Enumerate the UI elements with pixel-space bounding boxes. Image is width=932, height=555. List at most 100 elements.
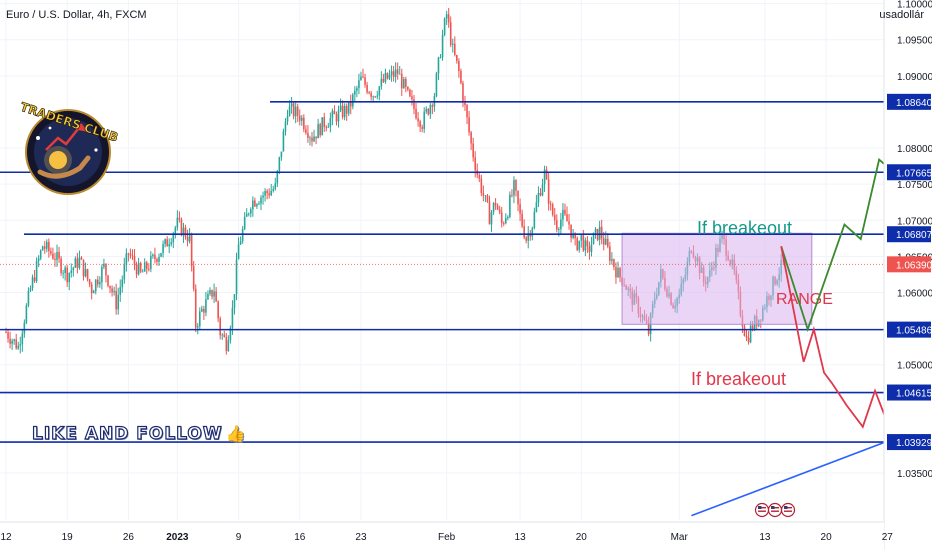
candle-body	[498, 209, 501, 213]
candle-body	[19, 344, 22, 346]
candle-body	[509, 194, 511, 217]
candle-body	[464, 102, 466, 106]
candle-body	[478, 174, 481, 179]
candle-body	[113, 290, 115, 293]
candle-body	[539, 192, 542, 196]
candle-body	[172, 233, 175, 243]
candle-body	[594, 228, 597, 233]
candle-body	[254, 200, 256, 207]
candle-body	[374, 96, 377, 98]
candle-body	[407, 86, 409, 90]
us-flag-canton	[784, 506, 788, 509]
candle-body	[178, 217, 181, 220]
candle-body	[52, 253, 54, 259]
candle-body	[315, 136, 317, 139]
candle-body	[141, 271, 144, 273]
candle-body	[148, 268, 150, 270]
candle-body	[11, 340, 13, 344]
us-flag-stripe	[758, 507, 766, 509]
symbol-title[interactable]: Euro / U.S. Dollar, 4h, FXCM	[6, 9, 147, 21]
candle-body	[451, 43, 454, 45]
candle-body	[311, 137, 313, 142]
candle-body	[327, 126, 330, 128]
candle-body	[309, 137, 311, 139]
price-axis-tick-label: 1.09000	[897, 72, 932, 83]
candle-body	[239, 241, 242, 245]
candle-body	[298, 115, 301, 121]
candle-body	[131, 255, 134, 257]
candle-body	[272, 189, 275, 191]
candle-body	[541, 184, 544, 196]
candle-body	[245, 213, 248, 217]
candle-body	[74, 258, 77, 268]
candle-body	[84, 269, 87, 277]
candle-body	[409, 89, 411, 97]
price-axis-bg	[884, 0, 932, 550]
candle-body	[174, 227, 177, 234]
candle-body	[252, 200, 254, 210]
candle-body	[64, 267, 66, 273]
time-axis-tick-label: 23	[355, 532, 367, 543]
candle-body	[417, 118, 419, 122]
candle-body	[127, 253, 130, 255]
candle-body	[329, 118, 332, 127]
candle-body	[286, 116, 289, 122]
candle-body	[290, 103, 293, 107]
price-axis-tick-label: 1.07500	[897, 180, 932, 191]
candle-body	[199, 311, 201, 327]
candle-body	[584, 240, 587, 251]
candle-body	[313, 136, 315, 142]
candle-body	[58, 251, 60, 259]
time-axis-tick-label: 13	[515, 532, 527, 543]
candle-body	[472, 143, 474, 158]
candle-body	[243, 216, 246, 230]
candle-body	[613, 259, 615, 267]
candle-body	[72, 267, 75, 271]
candle-body	[480, 178, 483, 193]
time-axis-tick-label: 9	[236, 532, 242, 543]
candle-body	[256, 204, 258, 207]
candle-body	[372, 96, 374, 98]
candle-body	[117, 294, 119, 310]
candle-body	[180, 219, 183, 236]
candle-body	[325, 127, 328, 128]
time-axis-tick-label: 26	[123, 532, 135, 543]
range-box-layer: RANGE	[621, 232, 833, 325]
currency-label[interactable]: usadollár	[879, 9, 924, 21]
us-flag-icons	[754, 502, 796, 518]
candle-body	[192, 265, 195, 289]
candle-body	[105, 263, 107, 276]
candle-body	[553, 214, 556, 221]
candle-body	[288, 106, 291, 117]
candle-body	[558, 229, 560, 230]
candle-body	[231, 307, 234, 328]
candle-body	[62, 272, 64, 274]
candle-body	[537, 192, 540, 203]
candle-body	[392, 71, 395, 77]
candle-body	[360, 76, 362, 81]
candle-body	[162, 244, 164, 254]
level-price-tag-label: 1.04615	[896, 389, 932, 400]
candle-body	[17, 345, 20, 349]
candle-body	[352, 94, 354, 107]
level-price-tag-label: 1.05486	[896, 326, 932, 337]
candle-body	[482, 192, 485, 196]
us-flag-stripe	[784, 507, 792, 509]
candle-body	[460, 70, 462, 84]
candle-body	[323, 117, 326, 128]
candle-body	[578, 240, 581, 250]
candle-body	[582, 235, 585, 251]
level-price-tag	[887, 226, 931, 243]
candle-body	[154, 254, 156, 259]
candle-body	[339, 105, 342, 111]
candle-body	[115, 290, 117, 310]
candle-body	[143, 262, 146, 272]
candle-body	[743, 326, 746, 336]
candle-body	[86, 269, 89, 280]
candle-body	[747, 337, 750, 343]
candle-body	[33, 277, 36, 282]
candle-body	[427, 108, 430, 115]
price-axis-tick-label: 1.07000	[897, 216, 932, 227]
candle-body	[284, 121, 287, 132]
range-label: RANGE	[776, 291, 833, 308]
